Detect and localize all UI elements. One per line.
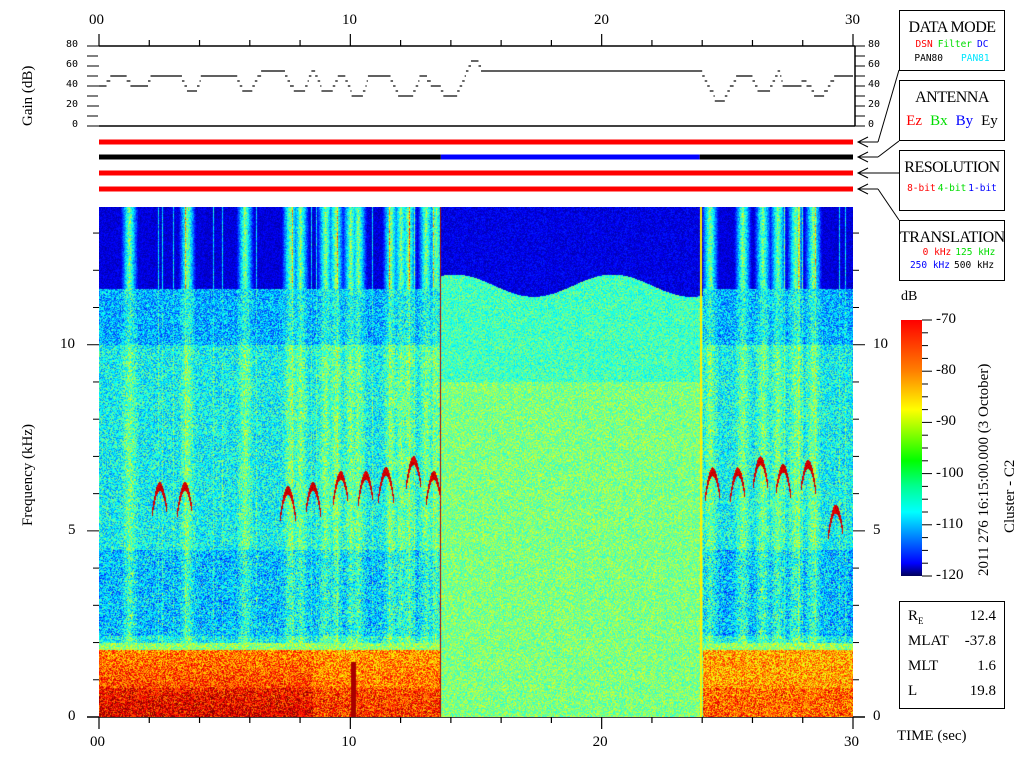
- ytick-label: 0: [68, 708, 76, 724]
- xtick-label: 10: [341, 734, 357, 750]
- ytick-label-right: 10: [873, 335, 888, 352]
- top-xtick-label: 10: [342, 12, 357, 28]
- ytick-label: 10: [60, 335, 75, 352]
- colorbar-tick-label: -70: [936, 311, 956, 327]
- legend-item-500khz: 500 kHz: [954, 260, 995, 271]
- colorbar-tick-label: -80: [936, 362, 956, 379]
- gain-ytick-label-right: 20: [868, 99, 881, 110]
- gain-ytick-label-right: 40: [868, 79, 881, 90]
- colorbar-tick-label: -100: [936, 464, 964, 481]
- legend-title: ANTENNA: [915, 89, 989, 106]
- legend-item-by: By: [955, 113, 974, 129]
- gain-ytick-label: 40: [66, 79, 79, 90]
- legend-item-filter: Filter: [937, 39, 973, 50]
- top-xtick-label: 00: [89, 12, 104, 28]
- legend-item-pan81: PAN81: [961, 53, 990, 64]
- info-row-mlat: MLAT -37.8: [908, 633, 996, 649]
- connector-line: [877, 140, 900, 158]
- gain-ytick-label: 80: [66, 39, 79, 50]
- legend-item-250khz: 250 kHz: [909, 260, 950, 271]
- arrow-icon: [856, 151, 878, 163]
- orbit-info-box: RE 12.4 MLAT -37.8 MLT 1.6 L 19.8: [899, 601, 1005, 709]
- data-mode-legend: DATA MODE DSN Filter DC PAN80 PAN81: [899, 10, 1005, 71]
- legend-item-dc: DC: [977, 39, 989, 50]
- ytick-label-right: 5: [873, 521, 881, 538]
- caption-spacecraft: Cluster - C2: [1002, 459, 1018, 533]
- colorbar-tick-label: -90: [936, 413, 956, 430]
- colorbar-tick-label: -120: [936, 567, 964, 583]
- translation-legend: TRANSLATION 0 kHz 125 kHz 250 kHz 500 kH…: [899, 220, 1005, 281]
- legend-item-ey: Ey: [981, 113, 998, 129]
- status-bar-segment: [440, 154, 700, 160]
- spectrogram-image: [99, 207, 853, 717]
- gain-ytick-label-right: 60: [868, 59, 881, 70]
- gain-ytick-label-right: 80: [868, 39, 881, 50]
- arrow-icon: [856, 136, 878, 148]
- time-axis-label: TIME (sec): [897, 728, 967, 744]
- legend-item-bx: Bx: [930, 113, 948, 129]
- legend-item-1bit: 1-bit: [968, 183, 997, 194]
- status-bar-segment: [99, 139, 853, 145]
- colorbar-tick-label: -110: [936, 515, 963, 532]
- info-row-mlt: MLT 1.6: [908, 658, 996, 674]
- legend-title: TRANSLATION: [900, 229, 1005, 246]
- arrow-icon: [856, 183, 878, 195]
- legend-item-4bit: 4-bit: [937, 183, 967, 194]
- legend-item-ez: Ez: [906, 113, 923, 129]
- gain-ytick-label: 20: [66, 99, 79, 110]
- gain-ytick-label: 60: [66, 59, 79, 70]
- antenna-legend: ANTENNA Ez Bx By Ey: [899, 80, 1005, 141]
- connector-line: [877, 188, 900, 221]
- legend-title: RESOLUTION: [904, 159, 1000, 176]
- status-bar-segment: [699, 154, 853, 160]
- gain-ytick-label-right: 0: [868, 119, 875, 130]
- legend-item-0khz: 0 kHz: [922, 247, 952, 258]
- legend-item-125khz: 125 kHz: [955, 247, 996, 258]
- status-bar-segment: [99, 186, 853, 192]
- info-row-l: L 19.8: [908, 683, 996, 699]
- caption-datetime: 2011 276 16:15:00.000 (3 October): [976, 363, 992, 576]
- legend-item-8bit: 8-bit: [907, 183, 936, 194]
- legend-item-pan80: PAN80: [914, 53, 943, 64]
- xtick-label: 00: [90, 734, 105, 750]
- top-xtick-label: 30: [845, 12, 860, 28]
- resolution-legend: RESOLUTION 8-bit 4-bit 1-bit: [899, 150, 1005, 211]
- colorbar-unit: dB: [901, 289, 918, 304]
- xtick-label: 30: [844, 734, 859, 750]
- gain-ytick-label: 0: [72, 119, 79, 130]
- status-bar-segment: [99, 170, 853, 176]
- arrow-icon: [856, 167, 878, 179]
- top-xtick-label: 20: [594, 12, 609, 28]
- xtick-label: 20: [592, 734, 608, 750]
- connector-line: [877, 69, 900, 143]
- legend-title: DATA MODE: [908, 19, 996, 36]
- ytick-label-right: 0: [873, 708, 881, 724]
- info-row-re: RE 12.4: [908, 608, 996, 626]
- frequency-axis-label: Frequency (kHz): [20, 423, 36, 526]
- colorbar: [901, 320, 922, 576]
- legend-item-dsn: DSN: [915, 39, 933, 50]
- status-bar-segment: [99, 154, 441, 160]
- ytick-label: 5: [68, 521, 76, 538]
